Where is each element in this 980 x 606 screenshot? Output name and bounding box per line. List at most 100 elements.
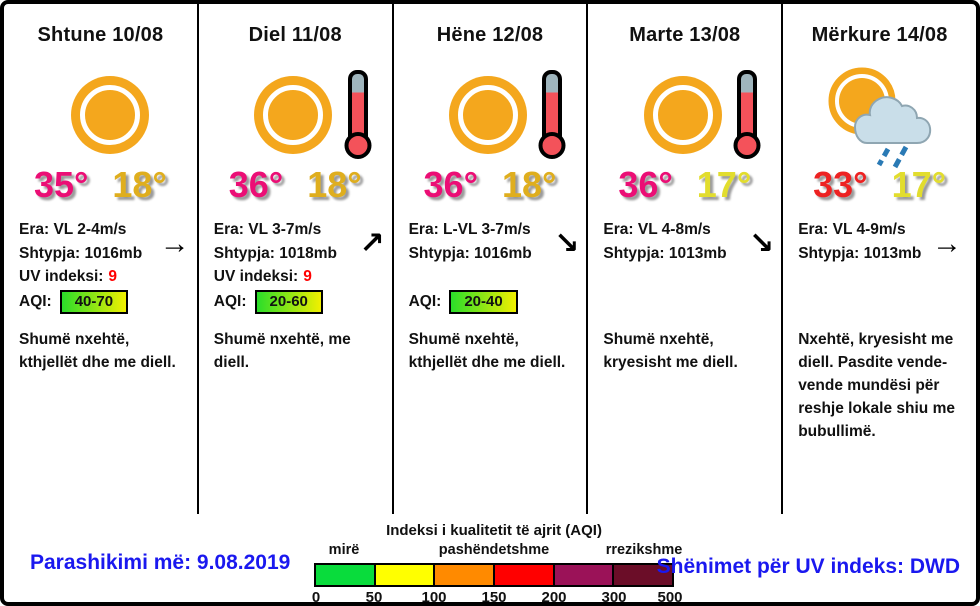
day-description: Shumë nxehtë, kthjellët dhe me diell. [19, 331, 176, 371]
uv-line: UV indeksi: 9 [19, 265, 193, 289]
aqi-segment-purple [554, 565, 615, 585]
wind-line: Era: VL 2-4m/s [19, 221, 127, 238]
pressure-line: Shtypja: 1013mb [798, 244, 922, 262]
aqi-segment-yellow [375, 565, 436, 585]
day-description: Nxehtë, kryesisht me diell. Pasdite vend… [798, 331, 955, 440]
temp-high: 35° [33, 164, 89, 205]
aqi-badge: 20-60 [254, 289, 323, 314]
day-description: Shumë nxehtë, kthjellët dhe me diell. [408, 331, 566, 371]
day-description: Shumë nxehtë, me diell. [213, 331, 351, 371]
aqi-line: AQI: 20-40 [408, 289, 583, 314]
aqi-legend-title: Indeksi i kualitetit të ajrit (AQI) [386, 522, 602, 539]
pressure-trend-up-right-arrow-icon: ↗ [359, 227, 385, 260]
uv-label: UV indeksi: [213, 268, 299, 285]
aqi-label: AQI: [213, 292, 247, 310]
details-block: Era: VL 4-8m/s Shtypja: 1013mb [603, 218, 777, 265]
day-title: Mërkure 14/08 [811, 24, 948, 46]
pressure-line: Shtypja: 1016mb [408, 244, 532, 262]
weather-icon-area [199, 62, 392, 167]
day-column-shtune: Shtune 10/08 35° 18° Era: VL 2-4m/s Shty… [4, 4, 199, 514]
tick-200: 200 [541, 589, 567, 606]
details-block: Era: VL 3-7m/s Shtypja: 1018mb UV indeks… [214, 218, 388, 314]
aqi-label-hazardous: rrezikshme [605, 542, 683, 558]
temperature-row: 35° 18° [4, 164, 197, 206]
day-column-merkure: Mërkure 14/08 33° 17° Era: VL 4-9m/s Sht… [783, 4, 976, 514]
pressure-line: Shtypja: 1013mb [603, 244, 727, 262]
temp-high: 36° [618, 164, 673, 205]
aqi-legend-labels: mirë pashëndetshme rrezikshme [314, 542, 683, 563]
temp-low: 18° [307, 164, 362, 205]
tick-150: 150 [481, 589, 507, 606]
aqi-color-scale [314, 563, 674, 587]
forecast-date-note: Parashikimi më: 9.08.2019 [30, 551, 291, 574]
aqi-label: AQI: [19, 292, 52, 310]
aqi-label-unhealthy: pashëndetshme [438, 542, 550, 558]
day-title: Diel 11/08 [248, 24, 342, 46]
tick-50: 50 [365, 589, 383, 606]
tick-300: 300 [601, 589, 627, 606]
aqi-legend: Indeksi i kualitetit të ajrit (AQI) mirë… [311, 522, 683, 606]
aqi-label: AQI: [408, 292, 442, 310]
temperature-row: 36° 18° [394, 164, 587, 206]
day-column-hene: Hëne 12/08 36° 18° Era: L-VL 3-7m/s Shty… [394, 4, 589, 514]
aqi-line: AQI: 20-60 [213, 289, 388, 314]
uv-label: UV indeksi: [19, 268, 104, 285]
temp-high: 36° [423, 164, 478, 205]
sun-icon [457, 84, 518, 145]
weather-icon-area [783, 62, 976, 168]
tick-100: 100 [421, 589, 447, 606]
aqi-segment-red [495, 565, 555, 585]
sun-icon [652, 84, 713, 145]
temp-low: 18° [112, 164, 167, 205]
wind-line: Era: VL 4-8m/s [603, 221, 711, 238]
day-description: Shumë nxehtë, kryesisht me diell. [603, 331, 738, 371]
sun-cloud-rain-icon [828, 67, 931, 168]
aqi-segment-orange [435, 565, 496, 585]
temperature-row: 36° 17° [588, 164, 781, 206]
temperature-row: 36° 18° [199, 164, 392, 206]
aqi-label-good: mirë [328, 542, 360, 558]
sun-icon [80, 84, 141, 145]
wind-line: Era: VL 4-9m/s [798, 221, 906, 238]
temp-low: 18° [501, 164, 557, 205]
weather-icon-area [588, 62, 781, 167]
pressure-trend-right-arrow-icon: → [159, 227, 190, 260]
wind-line: Era: VL 3-7m/s [213, 221, 322, 238]
day-column-marte: Marte 13/08 36° 17° Era: VL 4-8m/s Shtyp… [588, 4, 784, 514]
weather-icon-area [4, 62, 197, 167]
temp-high: 36° [228, 164, 284, 205]
tick-500: 500 [657, 589, 683, 606]
temp-low: 17° [696, 164, 752, 205]
day-title: Hëne 12/08 [436, 24, 544, 46]
uv-value: 9 [108, 268, 118, 285]
hot-thermometer-icon [737, 70, 758, 140]
pressure-line: Shtypja: 1016mb [19, 244, 143, 262]
hot-thermometer-icon [542, 70, 563, 140]
day-title: Marte 13/08 [629, 24, 741, 46]
tick-0: 0 [311, 589, 321, 606]
temp-low: 17° [891, 164, 947, 205]
aqi-badge: 40-70 [59, 289, 129, 314]
aqi-scale-ticks: 0 50 100 150 200 300 500 [311, 587, 683, 606]
wind-line: Era: L-VL 3-7m/s [408, 221, 531, 238]
pressure-trend-down-right-arrow-icon: ↘ [554, 227, 580, 260]
aqi-badge: 20-40 [449, 289, 518, 314]
temperature-row: 33° 17° [783, 164, 976, 206]
uv-source-note: Shënimet për UV indeks: DWD [656, 555, 960, 578]
pressure-line: Shtypja: 1018mb [213, 244, 337, 262]
weather-icon-area [394, 62, 587, 167]
forecast-columns: Shtune 10/08 35° 18° Era: VL 2-4m/s Shty… [4, 4, 976, 514]
pressure-trend-down-right-arrow-icon: ↘ [749, 227, 775, 260]
aqi-segment-maroon [614, 565, 673, 585]
day-title: Shtune 10/08 [37, 24, 164, 46]
details-block: Era: L-VL 3-7m/s Shtypja: 1016mb AQI: 20-… [409, 218, 583, 314]
aqi-segment-green [316, 565, 376, 585]
day-column-diel: Diel 11/08 36° 18° Era: VL 3-7m/s Shtypj… [199, 4, 394, 514]
temp-high: 33° [813, 164, 868, 205]
details-block: Era: VL 2-4m/s Shtypja: 1016mb UV indeks… [19, 218, 193, 314]
aqi-line: AQI: 40-70 [19, 289, 193, 314]
sun-icon [263, 84, 324, 145]
uv-line: UV indeksi: 9 [214, 265, 388, 289]
details-block: Era: VL 4-9m/s Shtypja: 1013mb [798, 218, 972, 265]
